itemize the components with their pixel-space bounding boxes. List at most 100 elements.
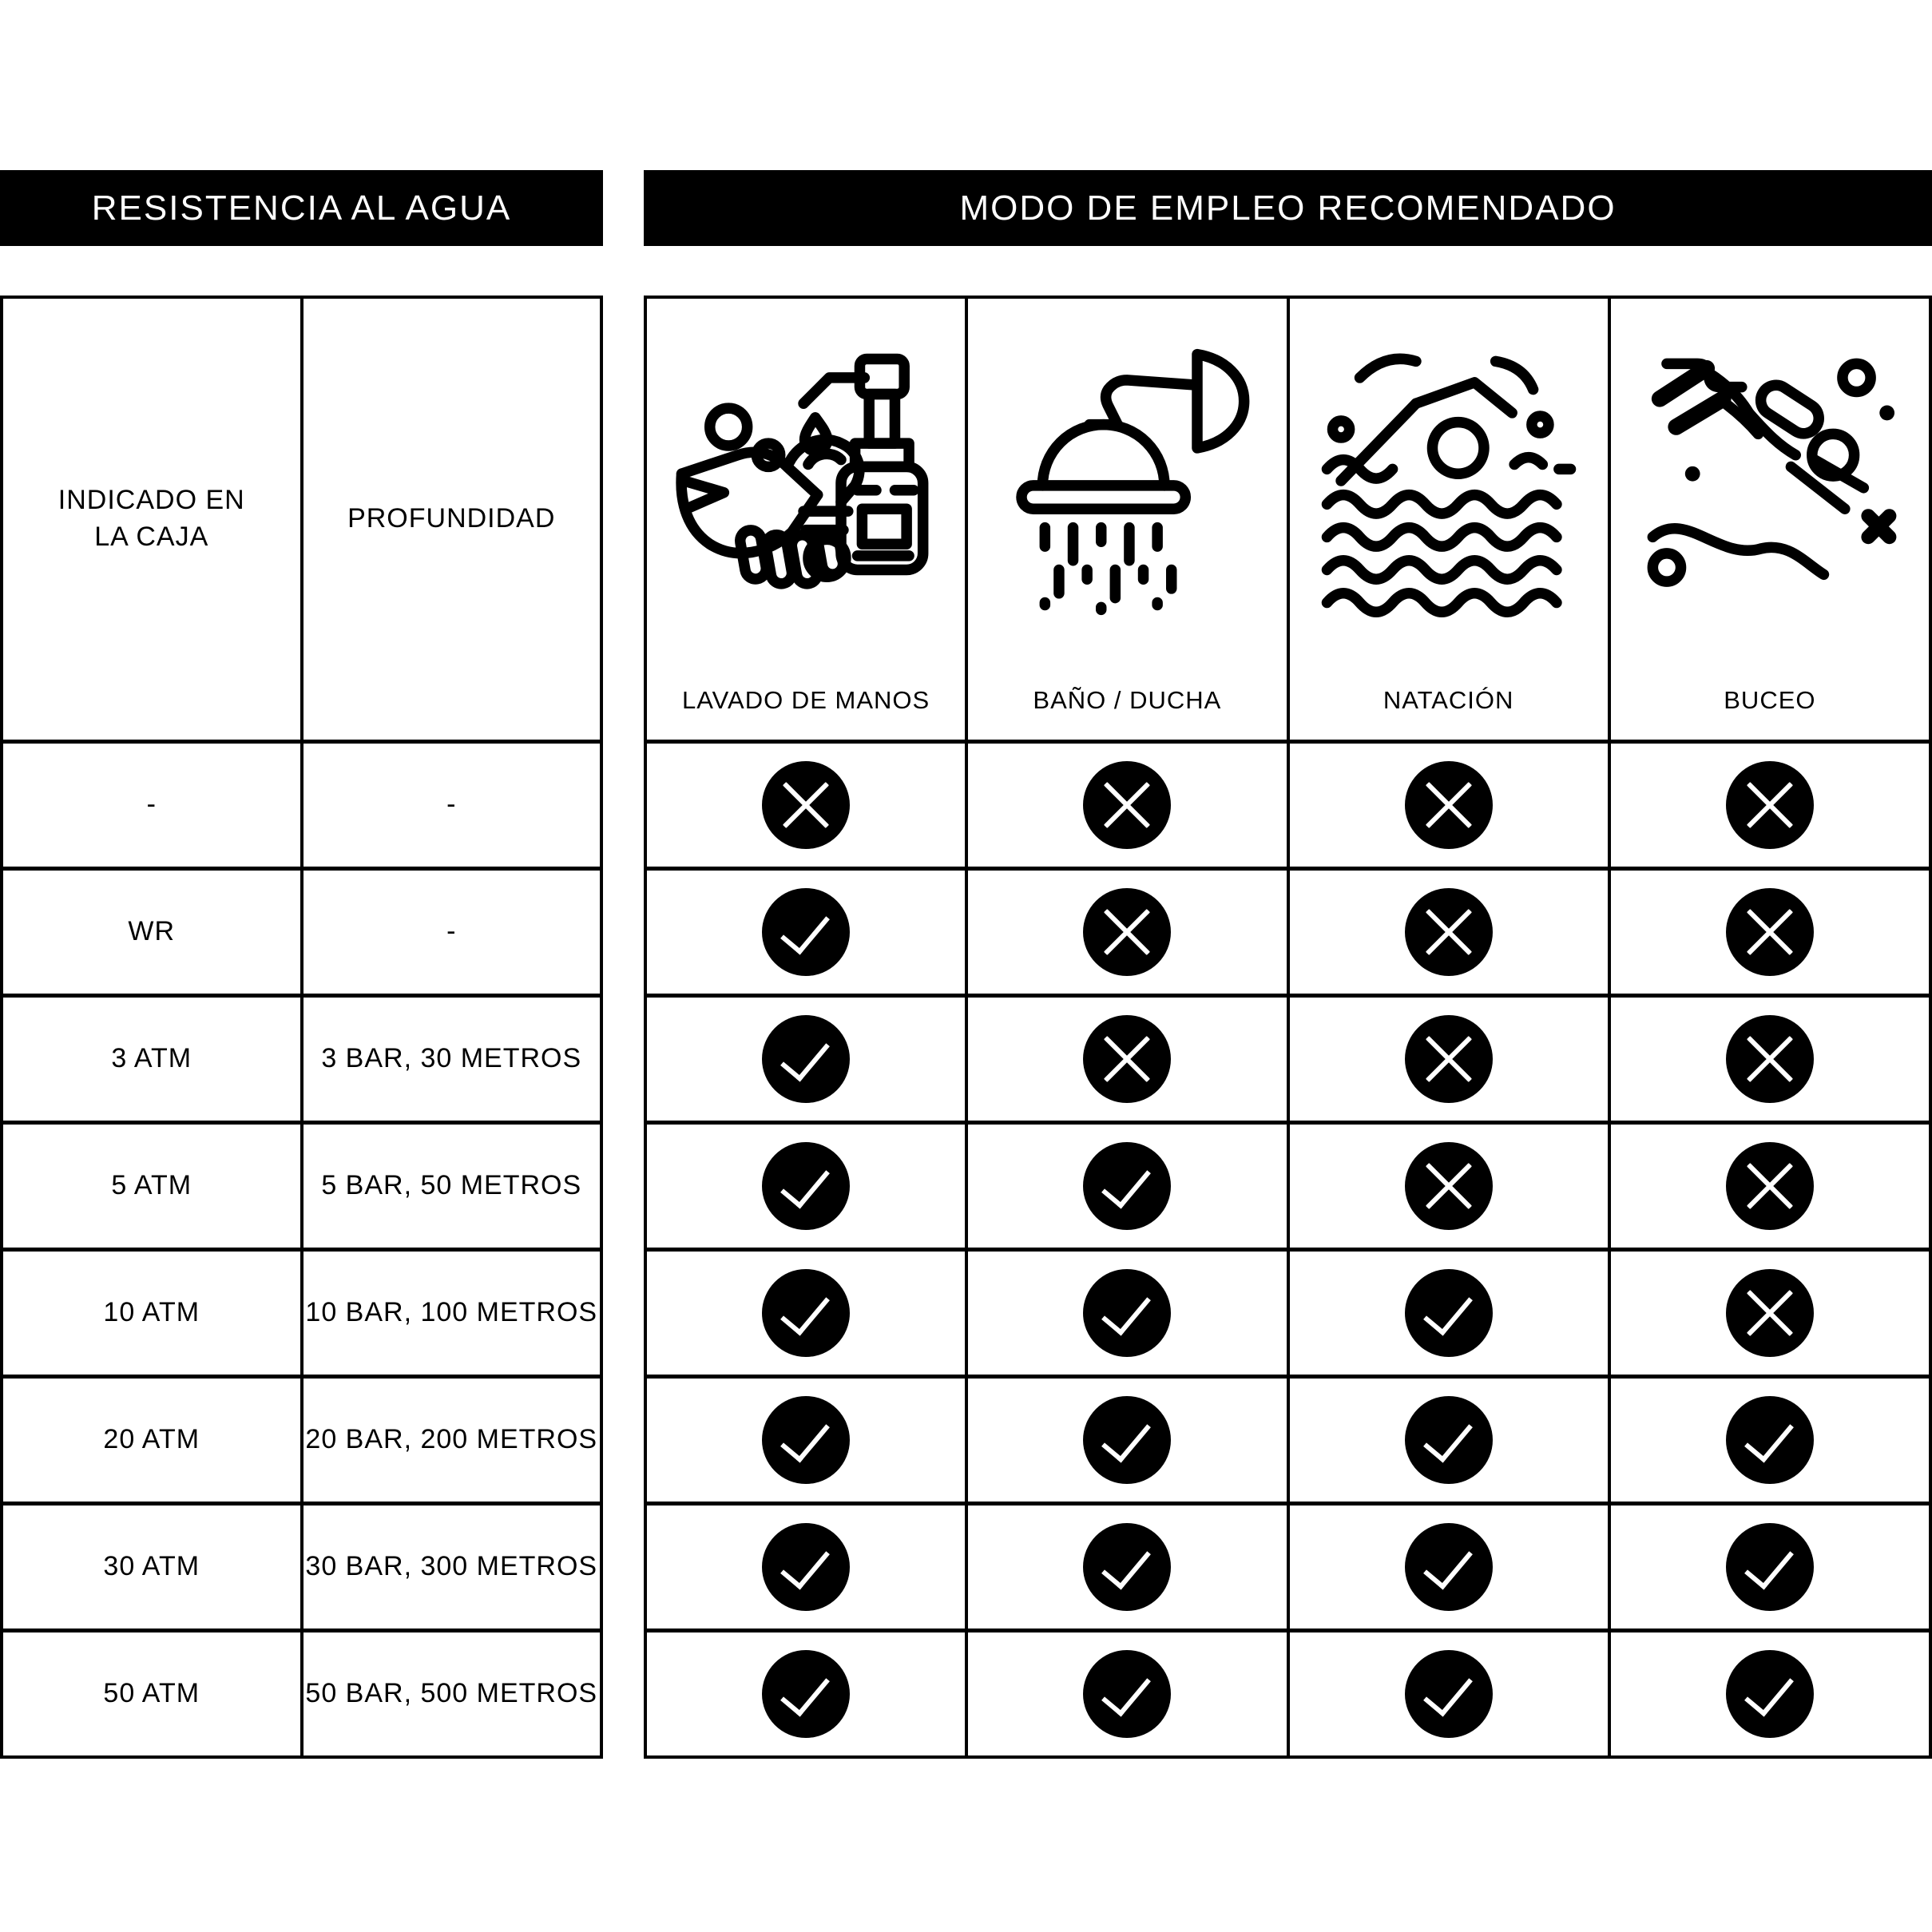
usage-mark-cell (1610, 998, 1929, 1121)
usage-mark (1083, 1396, 1172, 1484)
usage-mark-cell (647, 1379, 966, 1502)
usage-mark-cell (1610, 1506, 1929, 1629)
usage-column-diving: BUCEO (1610, 299, 1929, 740)
cell-profundidad: 30 BAR, 300 METROS (303, 1506, 600, 1629)
usage-mark (1404, 888, 1493, 976)
usage-mark (1725, 1396, 1814, 1484)
column-header-label: PROFUNDIDAD (347, 503, 556, 534)
usage-mark-cell (647, 1125, 966, 1248)
usage-mark-cell (1289, 1252, 1608, 1375)
usage-mark (762, 1650, 851, 1738)
usage-mark (1725, 1269, 1814, 1357)
usage-mark-cell (1289, 1632, 1608, 1755)
cell-caja: 20 ATM (3, 1379, 300, 1502)
usage-mark (1083, 1523, 1172, 1611)
usage-mark-cell (968, 1125, 1287, 1248)
usage-mark (1083, 1015, 1172, 1103)
usage-mark-cell (1289, 1379, 1608, 1502)
usage-mark-cell (647, 998, 966, 1121)
usage-mark-cell (968, 1506, 1287, 1629)
usage-mark (1404, 1523, 1493, 1611)
usage-mark-cell (1289, 871, 1608, 994)
usage-column-shower: BAÑO / DUCHA (968, 299, 1287, 740)
usage-mark-cell (1610, 1252, 1929, 1375)
usage-mark (762, 1142, 851, 1230)
left-panel-title-bar: RESISTENCIA AL AGUA (0, 170, 603, 246)
usage-mark-cell (1289, 1125, 1608, 1248)
usage-mark-cell (1289, 744, 1608, 867)
cell-profundidad: 5 BAR, 50 METROS (303, 1125, 600, 1248)
left-panel-title: RESISTENCIA AL AGUA (91, 188, 512, 228)
usage-mark-cell (968, 1379, 1287, 1502)
cell-caja: 3 ATM (3, 998, 300, 1121)
cell-profundidad: - (303, 744, 600, 867)
usage-mark (1725, 1142, 1814, 1230)
usage-mark (1404, 1396, 1493, 1484)
usage-mark (762, 761, 851, 849)
usage-mark-cell (647, 744, 966, 867)
water-resistance-table: INDICADO EN LA CAJA PROFUNDIDAD - - WR -… (0, 296, 603, 1759)
usage-mark (1404, 1142, 1493, 1230)
usage-mark (1725, 888, 1814, 976)
cell-profundidad: 10 BAR, 100 METROS (303, 1252, 600, 1375)
cell-caja: WR (3, 871, 300, 994)
usage-mark-cell (647, 871, 966, 994)
usage-mark (1083, 1269, 1172, 1357)
usage-mark-cell (968, 744, 1287, 867)
usage-mark-cell (1289, 998, 1608, 1121)
shower-icon (986, 340, 1268, 621)
usage-column-handwash: LAVADO DE MANOS (647, 299, 966, 740)
right-panel-title-bar: MODO DE EMPLEO RECOMENDADO (644, 170, 1932, 246)
cell-caja: 30 ATM (3, 1506, 300, 1629)
usage-mark (1083, 1650, 1172, 1738)
usage-mark-cell (1289, 1506, 1608, 1629)
usage-mark (1725, 1015, 1814, 1103)
usage-column-swimming: NATACIÓN (1289, 299, 1608, 740)
usage-mark (762, 888, 851, 976)
usage-mark (762, 1396, 851, 1484)
usage-mark (1404, 1015, 1493, 1103)
usage-mark-cell (968, 1252, 1287, 1375)
usage-mark (1725, 1650, 1814, 1738)
usage-mark-cell (968, 1632, 1287, 1755)
usage-column-label: BAÑO / DUCHA (1033, 686, 1222, 715)
column-header-label: INDICADO EN LA CAJA (58, 485, 245, 552)
usage-mark (1083, 888, 1172, 976)
usage-mark (762, 1015, 851, 1103)
cell-caja: - (3, 744, 300, 867)
usage-mark (762, 1523, 851, 1611)
usage-mark (1404, 1650, 1493, 1738)
cell-profundidad: 20 BAR, 200 METROS (303, 1379, 600, 1502)
usage-mark (762, 1269, 851, 1357)
cell-caja: 50 ATM (3, 1632, 300, 1755)
diving-icon (1629, 340, 1910, 621)
cell-caja: 10 ATM (3, 1252, 300, 1375)
usage-mark-cell (1610, 1125, 1929, 1248)
usage-column-label: BUCEO (1724, 686, 1816, 715)
usage-mark (1725, 761, 1814, 849)
column-header-indicado-en-la-caja: INDICADO EN LA CAJA (3, 299, 300, 740)
usage-mark (1725, 1523, 1814, 1611)
usage-mark (1404, 1269, 1493, 1357)
usage-mark-cell (1610, 1379, 1929, 1502)
usage-column-label: NATACIÓN (1383, 686, 1514, 715)
usage-mark (1083, 761, 1172, 849)
usage-column-label: LAVADO DE MANOS (682, 686, 930, 715)
usage-mark-cell (1610, 871, 1929, 994)
usage-mark-cell (1610, 1632, 1929, 1755)
usage-mark-cell (647, 1632, 966, 1755)
usage-mark-cell (647, 1252, 966, 1375)
usage-mark-cell (647, 1506, 966, 1629)
recommended-usage-table: LAVADO DE MANOS BAÑO / DUCHA (644, 296, 1932, 1759)
usage-mark-cell (968, 998, 1287, 1121)
usage-mark (1404, 761, 1493, 849)
cell-caja: 5 ATM (3, 1125, 300, 1248)
usage-mark (1083, 1142, 1172, 1230)
swimming-icon (1308, 340, 1589, 621)
usage-mark-cell (968, 871, 1287, 994)
cell-profundidad: - (303, 871, 600, 994)
cell-profundidad: 50 BAR, 500 METROS (303, 1632, 600, 1755)
cell-profundidad: 3 BAR, 30 METROS (303, 998, 600, 1121)
column-header-profundidad: PROFUNDIDAD (303, 299, 600, 740)
